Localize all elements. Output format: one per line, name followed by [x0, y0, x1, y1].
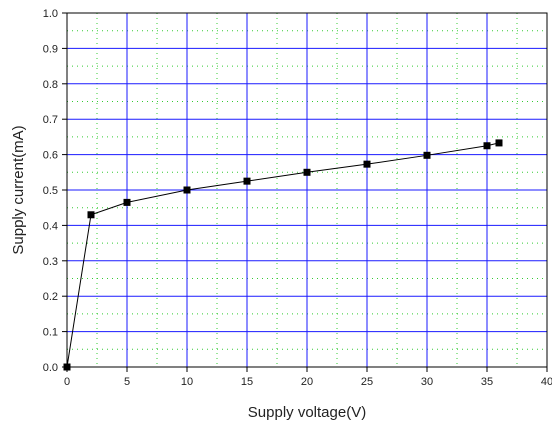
x-tick-label: 0 [64, 376, 70, 388]
x-tick-label: 15 [241, 376, 253, 388]
y-tick-label: 0.1 [43, 327, 58, 339]
y-tick-label: 0.3 [43, 256, 58, 268]
data-point [243, 177, 251, 185]
y-tick-label: 0.6 [43, 150, 58, 162]
x-tick-labels: 0 5 10 15 20 25 30 35 40 [64, 376, 552, 388]
data-point [363, 160, 371, 168]
data-point [495, 139, 503, 147]
y-tick-label: 0.4 [43, 220, 58, 232]
y-axis-label: Supply current(mA) [10, 125, 27, 254]
x-tick-label: 40 [541, 376, 552, 388]
x-tick-label: 10 [181, 376, 193, 388]
y-tick-label: 0.0 [43, 362, 58, 374]
y-tick-label: 0.8 [43, 79, 58, 91]
data-point [183, 186, 191, 194]
data-point [87, 211, 95, 219]
x-tick-label: 5 [124, 376, 130, 388]
data-point [423, 151, 431, 159]
data-point [123, 198, 131, 206]
y-tick-labels: 0.0 0.1 0.2 0.3 0.4 0.5 0.6 0.7 0.8 0.9 1.0 [43, 8, 58, 374]
data-point [303, 168, 311, 176]
series-group [63, 139, 503, 371]
x-tick-label: 30 [421, 376, 433, 388]
data-point [483, 142, 491, 150]
y-tick-label: 1.0 [43, 8, 58, 20]
y-tick-label: 0.2 [43, 291, 58, 303]
x-tick-label: 25 [361, 376, 373, 388]
x-tick-label: 35 [481, 376, 493, 388]
x-axis-label: Supply voltage(V) [248, 404, 366, 421]
x-tick-label: 20 [301, 376, 313, 388]
y-tick-label: 0.9 [43, 43, 58, 55]
major-grid [67, 13, 547, 367]
data-point [63, 363, 71, 371]
y-tick-label: 0.5 [43, 185, 58, 197]
series-line [66, 142, 500, 368]
y-tick-label: 0.7 [43, 114, 58, 126]
